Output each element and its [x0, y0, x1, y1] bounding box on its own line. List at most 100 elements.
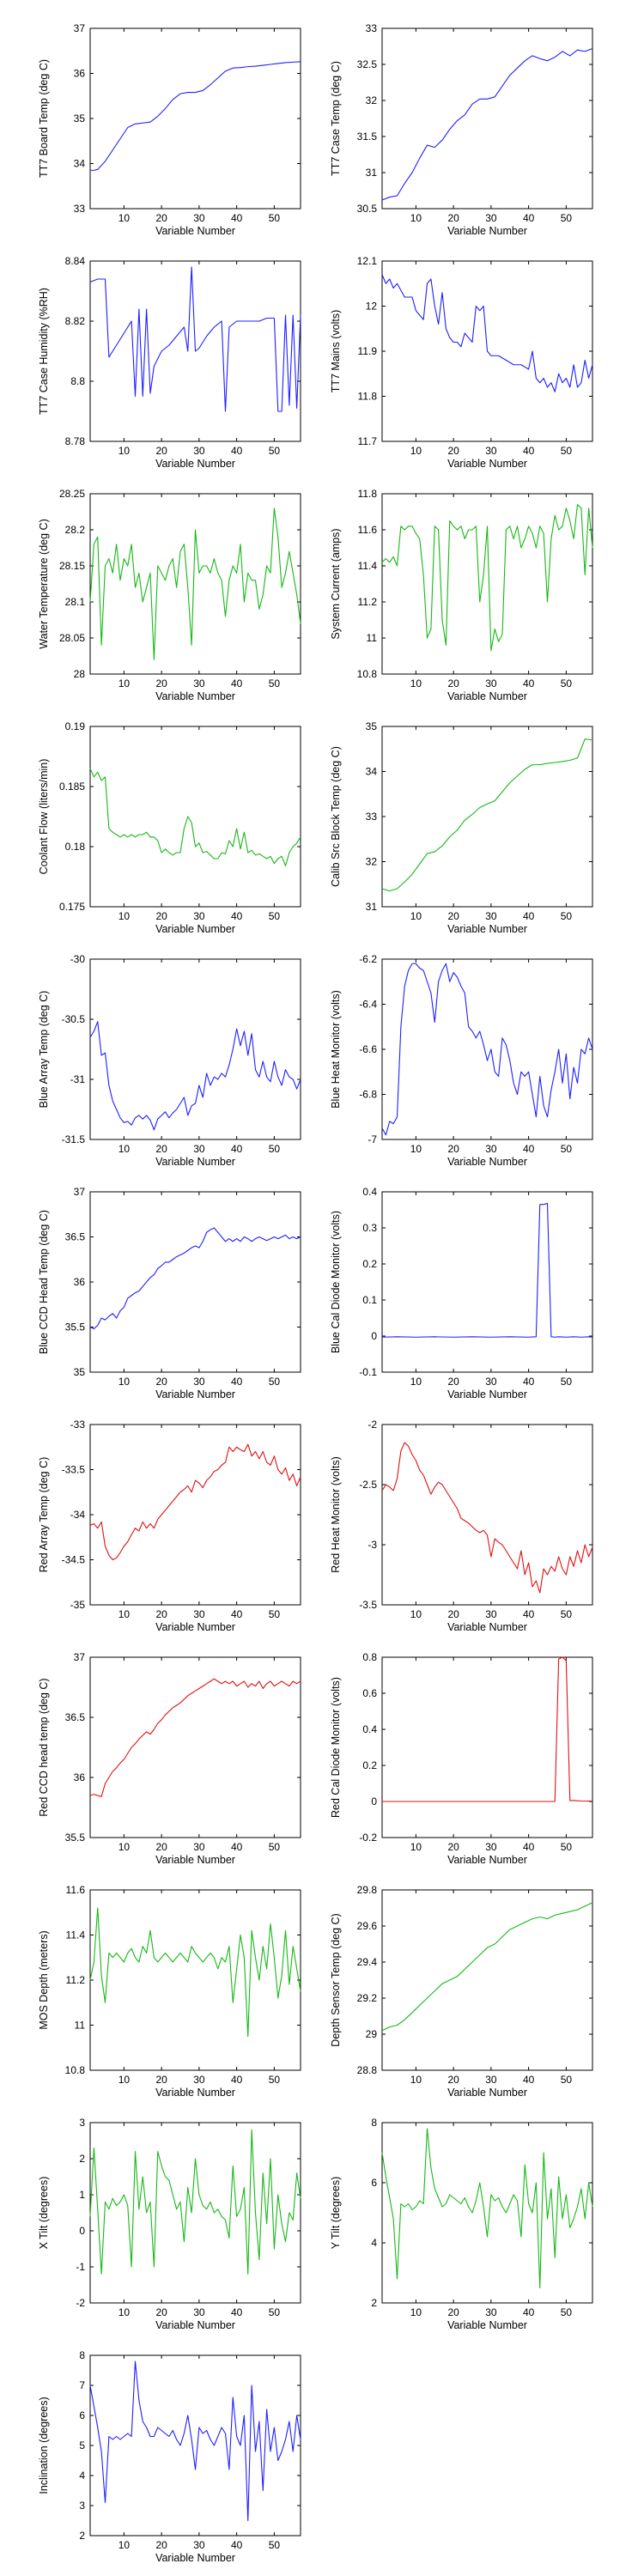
chart-16-ytick-label-5: 0.8	[362, 1651, 377, 1663]
chart-17-plot-frame	[89, 1889, 301, 2071]
chart-19-ytick-label-2: 0	[79, 2225, 85, 2237]
chart-5-ytick-label-2: 28.1	[65, 596, 86, 608]
chart-2-xtick-label-1: 20	[447, 212, 459, 224]
chart-10-ylabel: Blue Heat Monitor (volts)	[330, 990, 342, 1109]
chart-4-ytick-label-0: 11.7	[358, 435, 378, 447]
chart-3-xlabel: Variable Number	[155, 458, 235, 470]
chart-19-xlabel: Variable Number	[155, 2319, 235, 2331]
chart-13-plot-frame	[89, 1424, 301, 1606]
chart-6-ytick-label-1: 11	[367, 632, 378, 644]
chart-8-ytick-label-3: 34	[366, 766, 378, 778]
chart-21-plot-frame	[89, 2354, 301, 2537]
chart-11-plot-frame	[89, 1191, 301, 1373]
chart-11-ytick-label-0: 35	[74, 1366, 86, 1378]
chart-19-series-line	[89, 2129, 301, 2275]
chart-15-ytick-label-2: 36.5	[65, 1711, 86, 1723]
chart-12-xtick-label-3: 40	[523, 1376, 535, 1388]
chart-7-ytick-label-3: 0.19	[65, 720, 86, 732]
chart-16-xtick-label-1: 20	[447, 1841, 459, 1853]
chart-16-xtick-label-0: 10	[410, 1841, 422, 1853]
chart-2-ytick-label-0: 30.5	[357, 203, 378, 215]
chart-12-xtick-label-1: 20	[447, 1376, 459, 1388]
chart-21-xtick-label-2: 30	[193, 2539, 205, 2551]
chart-17-xtick-label-1: 20	[155, 2074, 167, 2086]
chart-14-ytick-label-1: -3	[368, 1539, 377, 1551]
chart-6-ytick-label-4: 11.6	[358, 524, 378, 536]
chart-5-ytick-label-5: 28.25	[59, 488, 85, 500]
chart-11-ytick-label-4: 37	[74, 1186, 86, 1198]
chart-2-ytick-label-4: 32.5	[357, 58, 378, 70]
chart-6-xtick-label-1: 20	[447, 677, 459, 690]
chart-3-ytick-label-0: 8.78	[65, 435, 86, 447]
chart-21-xtick-label-4: 50	[269, 2539, 281, 2551]
chart-19-xtick-label-2: 30	[193, 2306, 205, 2318]
chart-13-ytick-label-2: -34	[70, 1509, 86, 1521]
chart-11-series-line	[89, 1227, 301, 1330]
chart-18-xtick-label-0: 10	[410, 2074, 422, 2086]
chart-2-ytick-label-2: 31.5	[357, 131, 378, 143]
chart-10-ytick-label-4: -6.2	[359, 953, 377, 965]
chart-16-plot-frame	[381, 1656, 593, 1838]
chart-15-xtick-label-1: 20	[155, 1841, 167, 1853]
chart-10-xtick-label-2: 30	[485, 1143, 497, 1155]
chart-18-ytick-label-1: 29	[366, 2028, 378, 2040]
chart-13-xlabel: Variable Number	[155, 1621, 235, 1633]
chart-4-series-line	[381, 274, 593, 392]
chart-19-ytick-label-1: -1	[76, 2261, 85, 2273]
chart-11-xtick-label-3: 40	[231, 1376, 243, 1388]
chart-5-ytick-label-4: 28.2	[65, 524, 86, 536]
chart-21-ytick-label-0: 2	[79, 2530, 85, 2542]
chart-12-ytick-label-4: 0.3	[362, 1222, 377, 1234]
chart-19-xtick-label-3: 40	[231, 2306, 243, 2318]
chart-6-xtick-label-3: 40	[523, 677, 535, 690]
chart-4-xtick-label-4: 50	[561, 445, 573, 457]
chart-21-xtick-label-0: 10	[118, 2539, 131, 2551]
chart-18-ytick-label-5: 29.8	[357, 1884, 378, 1896]
chart-5-xtick-label-4: 50	[269, 677, 281, 690]
chart-1-ylabel: TT7 Board Temp (deg C)	[38, 59, 50, 178]
chart-16-ytick-label-3: 0.4	[362, 1723, 377, 1735]
chart-17-xtick-label-0: 10	[118, 2074, 131, 2086]
chart-18-plot-frame	[381, 1889, 593, 2071]
chart-15-xtick-label-0: 10	[118, 1841, 131, 1853]
chart-13-ytick-label-1: -34.5	[62, 1554, 86, 1566]
chart-3-ytick-label-3: 8.84	[65, 255, 86, 267]
chart-6-series-line	[381, 504, 593, 652]
chart-20-series-line	[381, 2128, 593, 2289]
chart-12-ytick-label-2: 0.1	[362, 1294, 377, 1306]
chart-6-xtick-label-2: 30	[485, 677, 497, 690]
chart-10-ytick-label-0: -7	[368, 1133, 377, 1145]
chart-8-plot-frame	[381, 726, 593, 908]
chart-19-ylabel: X Tilt (degrees)	[38, 2177, 50, 2250]
chart-6-ylabel: System Current (amps)	[330, 528, 342, 639]
chart-6-plot-frame	[381, 493, 593, 675]
chart-5-ytick-label-0: 28	[74, 668, 86, 680]
chart-5-ytick-label-1: 28.05	[59, 632, 85, 644]
chart-9-ytick-label-3: -30	[70, 953, 86, 965]
chart-18: 28.8 29 29.2 29.4 29.6 29.8 10 20 30 40 50 Variable…	[330, 1884, 593, 2099]
chart-3-xtick-label-0: 10	[118, 445, 131, 457]
chart-1-ytick-label-1: 34	[74, 158, 86, 170]
chart-4-ytick-label-2: 11.9	[358, 345, 378, 357]
chart-7-plot-frame	[89, 726, 301, 908]
chart-9-series-line	[89, 1021, 301, 1131]
chart-17-ylabel: MOS Depth (meters)	[38, 1930, 50, 2029]
chart-1: 33 34 35 36 37 10 20 30 40 50 Variable Number TT7 B…	[38, 22, 301, 237]
chart-10-xtick-label-3: 40	[523, 1143, 535, 1155]
chart-9-xlabel: Variable Number	[155, 1156, 235, 1168]
chart-21-ylabel: Inclination (degrees)	[38, 2397, 50, 2494]
chart-17-xlabel: Variable Number	[155, 2087, 235, 2099]
chart-14-ytick-label-3: -2	[368, 1419, 377, 1431]
chart-4-ytick-label-4: 12.1	[357, 255, 378, 267]
chart-9-xtick-label-2: 30	[193, 1143, 205, 1155]
chart-13-ylabel: Red Array Temp (deg C)	[38, 1457, 50, 1573]
chart-13-xtick-label-2: 30	[193, 1608, 205, 1620]
chart-18-ytick-label-2: 29.2	[357, 1992, 378, 2004]
chart-11-xlabel: Variable Number	[155, 1388, 235, 1400]
chart-18-xtick-label-1: 20	[447, 2074, 459, 2086]
chart-19: -2 -1 0 1 2 3 10 20 30 40 50 Variable Number X Tilt …	[38, 2117, 301, 2331]
chart-5-xlabel: Variable Number	[155, 690, 235, 702]
chart-10-series-line	[381, 963, 593, 1136]
chart-10-xtick-label-0: 10	[410, 1143, 422, 1155]
